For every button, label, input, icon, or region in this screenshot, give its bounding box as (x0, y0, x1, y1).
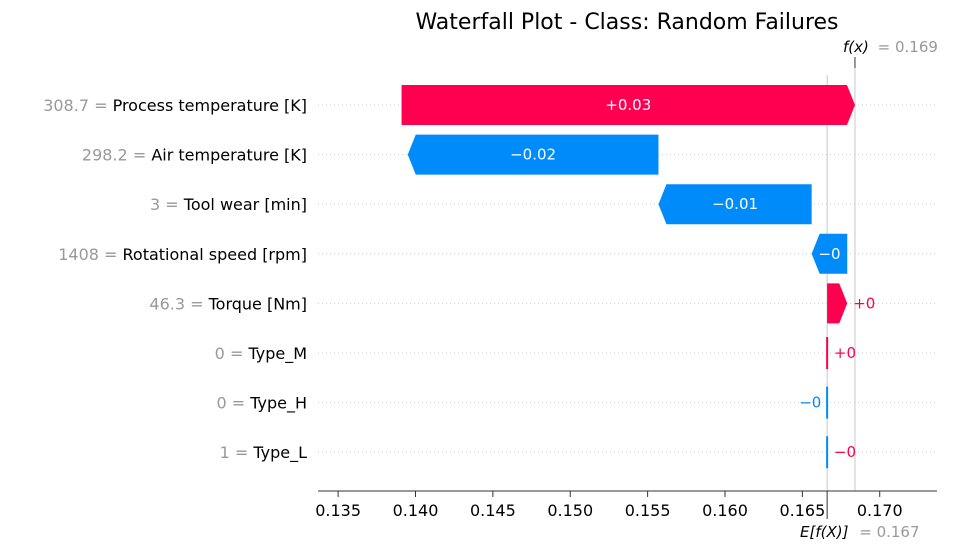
x-tick-label: 0.160 (702, 501, 748, 520)
feature-name: Process temperature [K] (113, 96, 307, 115)
fx-annotation-text: f(x) = 0.169 (843, 38, 938, 56)
feature-name: Type_M (247, 344, 307, 364)
x-axis: 0.135 0.140 0.145 0.150 0.155 0.160 0.165 0.170 (315, 490, 937, 520)
bar-value-label: +0.03 (605, 96, 651, 114)
waterfall-bar (811, 233, 848, 274)
x-tick-label: 0.155 (625, 501, 671, 520)
efx-value: = 0.167 (859, 523, 919, 541)
fx-annotation: f(x) = 0.169 (843, 38, 938, 56)
chart-title: Waterfall Plot - Class: Random Failures (415, 10, 838, 35)
feature-label: 1 = Type_L (220, 443, 308, 463)
x-tick-label: 0.150 (547, 501, 593, 520)
feature-name: Tool wear [min] (183, 195, 307, 214)
feature-value: 0 = (216, 394, 250, 413)
bar-value-label: −0.01 (712, 195, 758, 213)
feature-name: Torque [Nm] (208, 294, 307, 313)
waterfall-bar (826, 436, 829, 469)
bars-layer (401, 85, 855, 469)
waterfall-bar (401, 85, 855, 125)
efx-annotation-text: E[f(X)] = 0.167 (800, 523, 920, 541)
x-tick-label: 0.135 (315, 501, 361, 520)
feature-value: 3 = (150, 195, 184, 214)
bar-value-label: −0 (834, 443, 856, 461)
x-tick-label: 0.170 (857, 501, 903, 520)
feature-label: 3 = Tool wear [min] (150, 195, 307, 214)
feature-value: 0 = (215, 344, 249, 363)
feature-value: 308.7 = (43, 96, 112, 115)
x-tick-label: 0.165 (779, 501, 825, 520)
feature-name: Air temperature [K] (151, 146, 307, 165)
feature-label: 46.3 = Torque [Nm] (149, 294, 307, 313)
feature-label: 298.2 = Air temperature [K] (82, 146, 307, 165)
waterfall-bar (827, 283, 848, 324)
feature-value: 1 = (220, 443, 254, 462)
feature-name: Type_L (252, 443, 307, 463)
feature-label: 1408 = Rotational speed [rpm] (58, 245, 307, 264)
feature-label: 0 = Type_H (216, 394, 307, 414)
bar-value-label: +0 (853, 294, 875, 312)
feature-name: Type_H (249, 394, 307, 414)
feature-value: 46.3 = (149, 294, 208, 313)
waterfall-bar (658, 184, 812, 225)
waterfall-bar (407, 134, 659, 175)
bar-value-label: −0.02 (510, 146, 556, 164)
bar-value-label: −0 (799, 394, 821, 412)
labels-layer: 308.7 = Process temperature [K] +0.03 298.… (43, 96, 875, 463)
efx-label: E[f(X)] (800, 523, 849, 541)
bar-value-label: −0 (818, 245, 840, 263)
feature-label: 308.7 = Process temperature [K] (43, 96, 307, 115)
feature-value: 298.2 = (82, 146, 151, 165)
reference-lines (826, 57, 856, 491)
fx-value: = 0.169 (878, 38, 938, 56)
x-tick-label: 0.140 (393, 501, 439, 520)
feature-value: 1408 = (58, 245, 122, 264)
x-tick-label: 0.145 (470, 501, 516, 520)
waterfall-bar (826, 386, 829, 419)
efx-annotation: E[f(X)] = 0.167 (800, 523, 920, 541)
waterfall-bar (826, 337, 829, 369)
feature-label: 0 = Type_M (215, 344, 307, 364)
fx-label: f(x) (843, 38, 869, 56)
bar-value-label: +0 (834, 344, 856, 362)
feature-name: Rotational speed [rpm] (123, 245, 307, 264)
